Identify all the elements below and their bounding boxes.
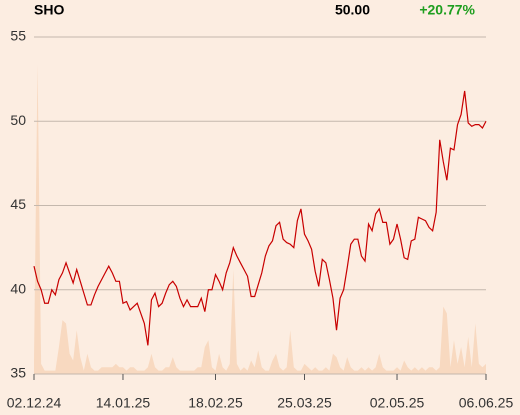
x-tick-label: 18.02.25 bbox=[188, 395, 243, 411]
price: 50.00 bbox=[335, 2, 370, 18]
y-tick-label: 50 bbox=[10, 112, 26, 128]
change: +20.77% bbox=[419, 2, 475, 18]
y-tick-label: 45 bbox=[10, 196, 26, 212]
x-tick-label: 14.01.25 bbox=[96, 395, 151, 411]
y-tick-label: 35 bbox=[10, 365, 26, 381]
y-tick-label: 40 bbox=[10, 280, 26, 296]
x-tick-label: 02.12.24 bbox=[7, 395, 62, 411]
y-tick-label: 55 bbox=[10, 28, 26, 44]
x-tick-label: 02.05.25 bbox=[370, 395, 425, 411]
chart-title: SHO bbox=[34, 2, 64, 18]
x-tick-label: 25.03.25 bbox=[277, 395, 332, 411]
price-line bbox=[33, 90, 487, 346]
x-tick-label: 06.06.25 bbox=[459, 395, 514, 411]
